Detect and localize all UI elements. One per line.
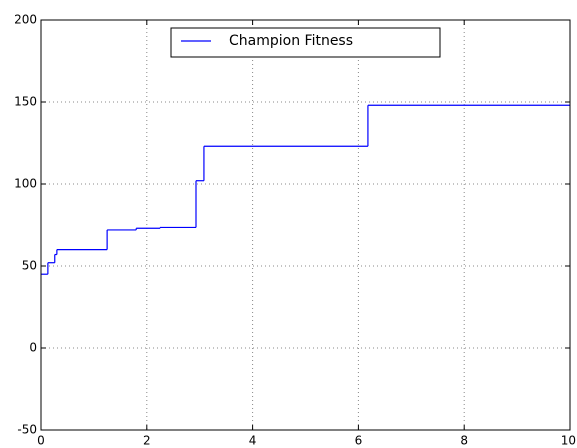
x-tick-label: 6 — [355, 434, 363, 448]
plot-frame — [40, 19, 571, 431]
x-tick-label: 8 — [460, 434, 468, 448]
y-tick-label: 0 — [29, 341, 37, 355]
x-tick-label: 0 — [37, 434, 45, 448]
y-tick-label: 150 — [14, 95, 37, 109]
legend-label: Champion Fitness — [229, 33, 353, 49]
y-tick-label: 50 — [22, 259, 37, 273]
y-tick-label: 200 — [14, 13, 37, 27]
x-tick-label: 10 — [561, 434, 576, 448]
legend-box — [170, 27, 441, 58]
y-tick-label: -50 — [17, 423, 37, 437]
x-tick-label: 4 — [249, 434, 257, 448]
y-tick-label: 100 — [14, 177, 37, 191]
x-tick-label: 2 — [143, 434, 151, 448]
